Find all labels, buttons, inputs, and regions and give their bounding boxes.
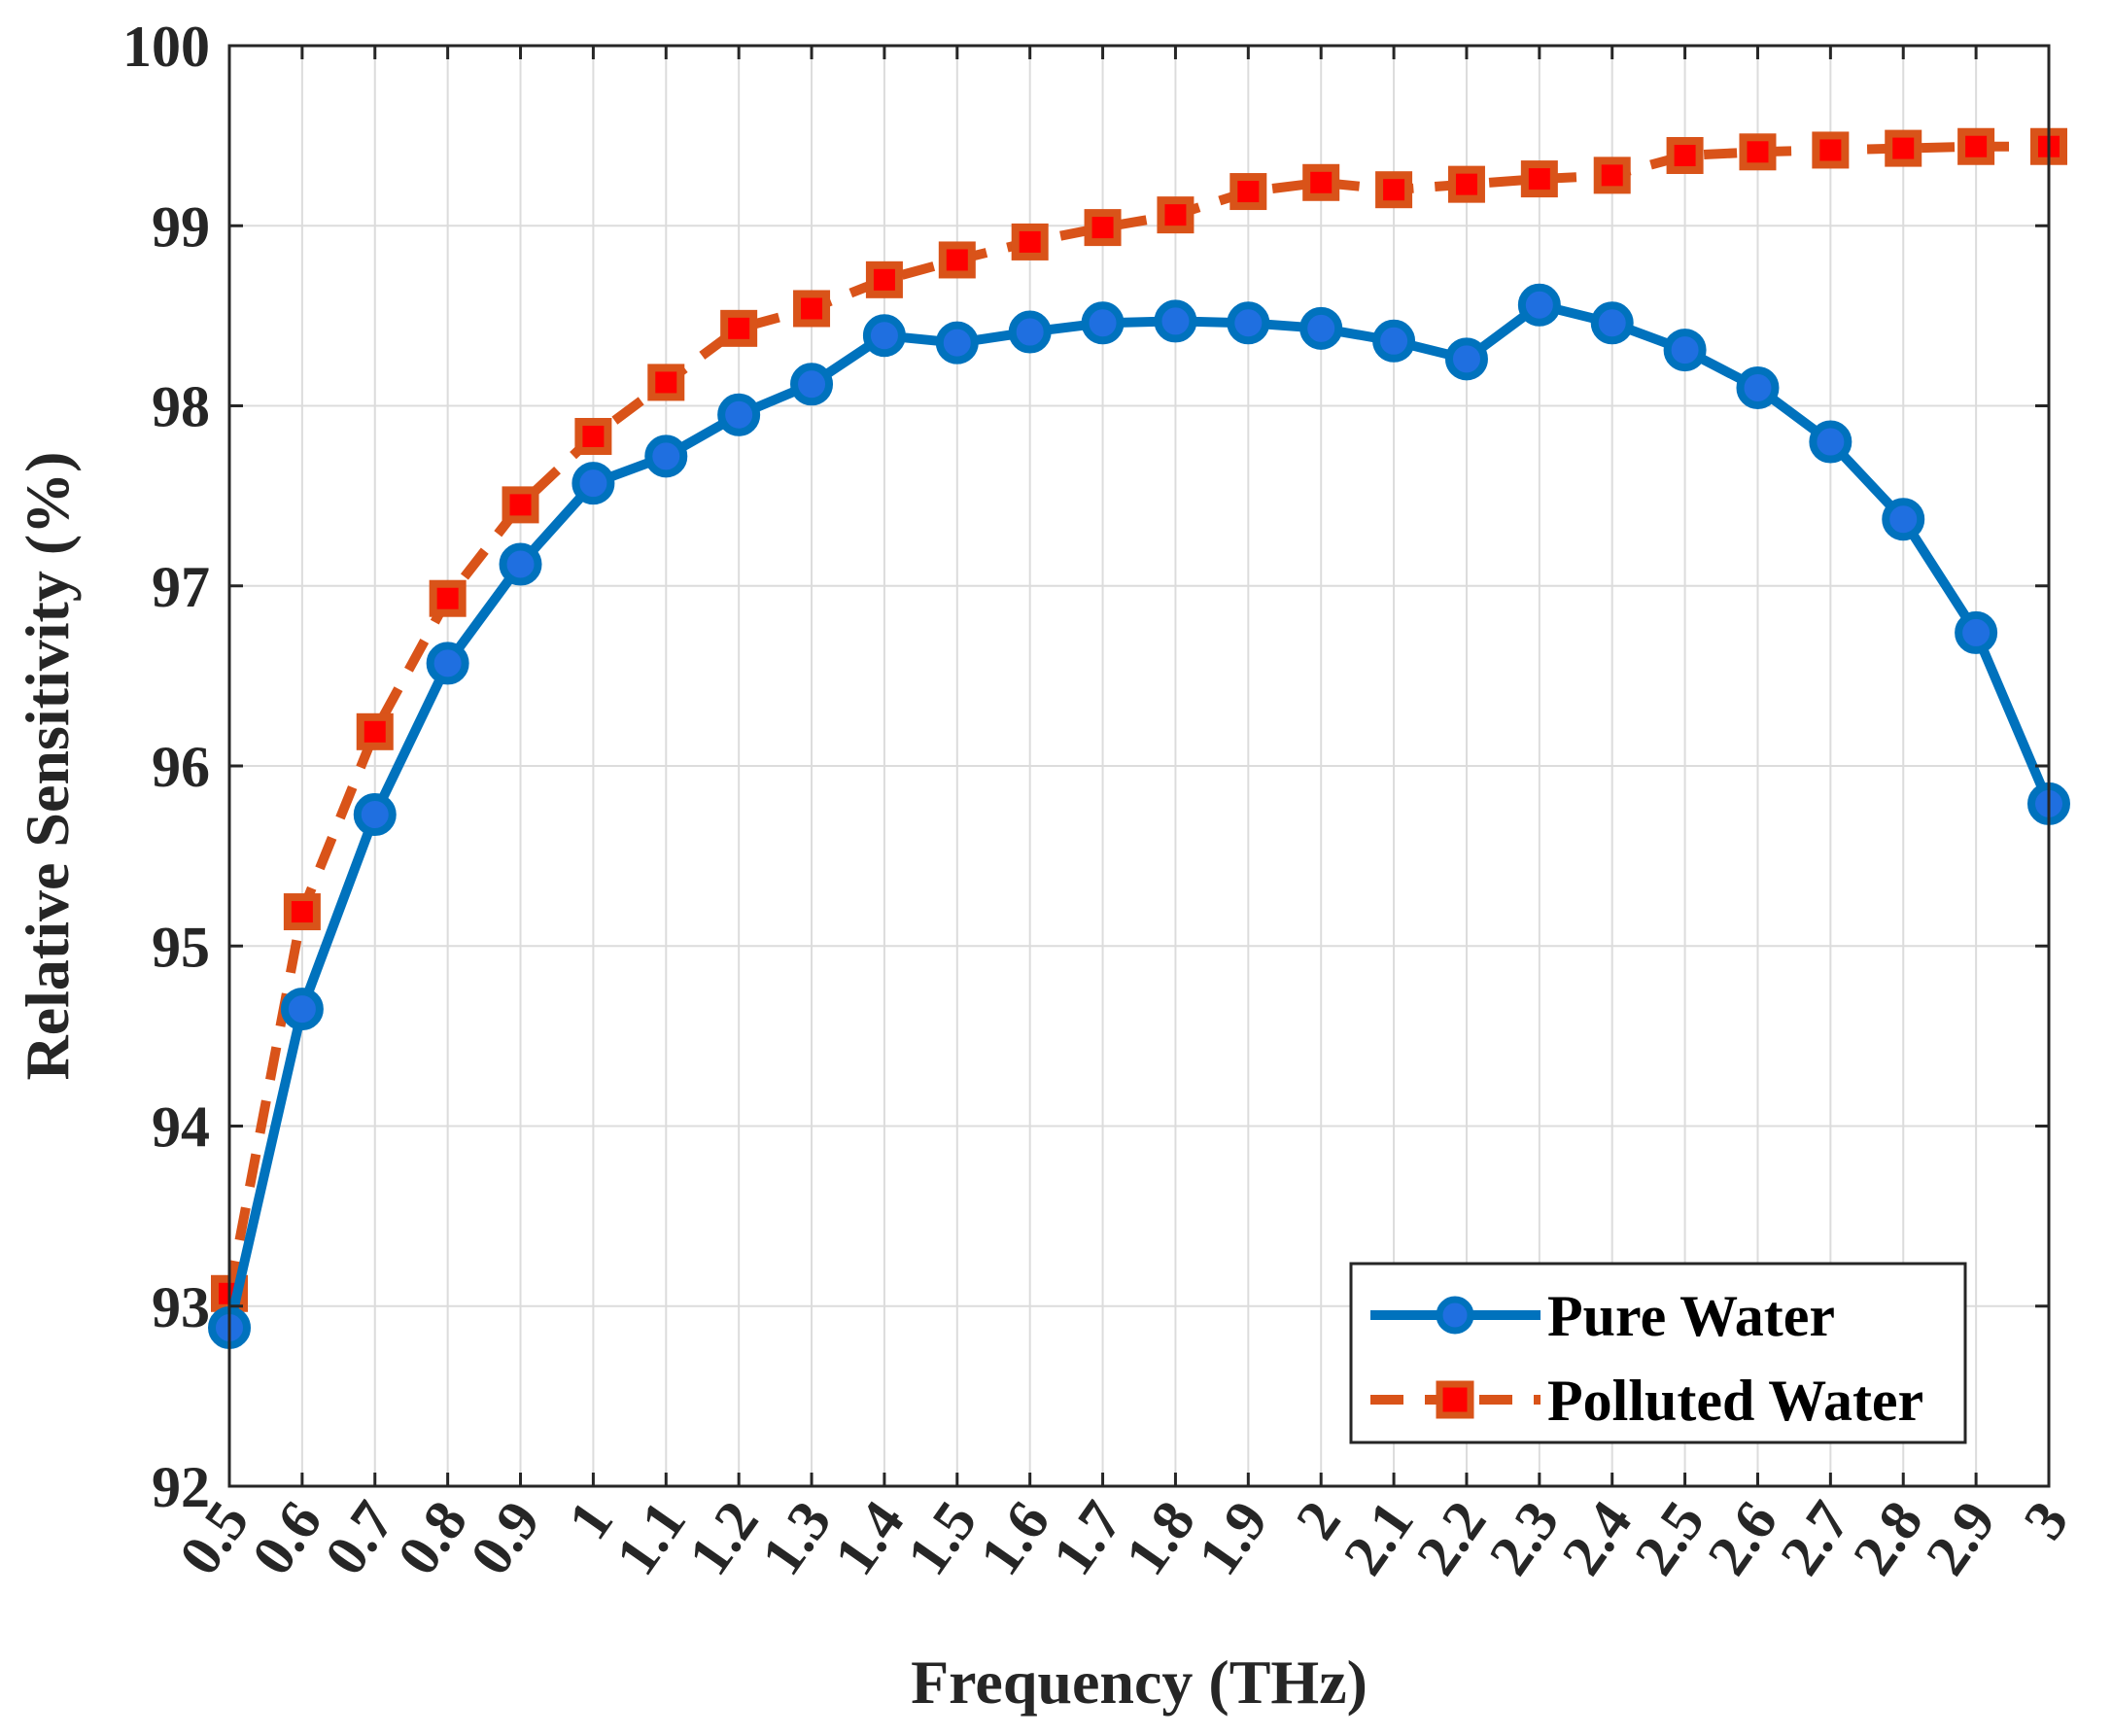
y-tick-label: 93	[152, 1275, 210, 1339]
data-point-polluted-water	[793, 290, 831, 328]
x-tick-label: 2.9	[1914, 1490, 2008, 1586]
data-point-polluted-water	[1666, 137, 1704, 175]
data-point-pure-water	[499, 542, 542, 586]
data-point-polluted-water	[720, 309, 758, 347]
x-tick-label: 1.9	[1186, 1490, 1280, 1586]
data-point-pure-water	[1008, 310, 1052, 354]
data-point-polluted-water	[1375, 171, 1413, 209]
ticks	[227, 44, 2051, 1488]
legend-pure-water-marker	[1436, 1296, 1474, 1335]
data-point-polluted-water	[1229, 173, 1267, 211]
data-point-polluted-water	[356, 712, 394, 750]
data-point-polluted-water	[574, 417, 612, 455]
data-point-pure-water	[1736, 365, 1780, 409]
data-point-pure-water	[1663, 329, 1707, 372]
data-point-pure-water	[1444, 337, 1488, 381]
data-point-pure-water	[1299, 306, 1343, 350]
y-tick-label: 96	[152, 735, 210, 799]
y-tick-label: 95	[152, 915, 210, 979]
legend-polluted-water-marker	[1436, 1380, 1474, 1419]
data-point-polluted-water	[429, 579, 467, 617]
x-tick-label: 0.9	[458, 1490, 552, 1586]
data-point-polluted-water	[647, 364, 685, 401]
legend-pure-water-label: Pure Water	[1547, 1284, 1835, 1348]
data-point-polluted-water	[938, 241, 976, 279]
data-point-pure-water	[644, 434, 688, 478]
data-point-polluted-water	[1739, 133, 1777, 171]
data-point-polluted-water	[1520, 160, 1558, 198]
data-point-polluted-water	[283, 893, 321, 931]
data-point-pure-water	[280, 988, 324, 1031]
data-point-pure-water	[1517, 283, 1561, 327]
data-point-pure-water	[1809, 420, 1852, 464]
data-point-polluted-water	[502, 486, 539, 524]
y-tick-label: 94	[152, 1095, 210, 1160]
data-point-pure-water	[1955, 610, 1998, 654]
data-point-pure-water	[1372, 319, 1416, 363]
data-point-polluted-water	[1885, 129, 1922, 167]
y-tick-label: 100	[122, 15, 210, 79]
data-point-pure-water	[1590, 301, 1634, 345]
data-point-pure-water	[1154, 299, 1197, 343]
data-point-polluted-water	[1593, 156, 1631, 194]
data-point-polluted-water	[865, 260, 903, 298]
y-axis-title: Relative Sensitivity (%)	[13, 452, 82, 1081]
data-point-polluted-water	[1812, 131, 1850, 169]
series-line-polluted-water	[225, 141, 2049, 1295]
data-point-pure-water	[571, 462, 615, 505]
x-tick-label: 3	[2011, 1490, 2080, 1550]
y-tick-label: 99	[152, 194, 210, 259]
data-point-polluted-water	[1302, 163, 1340, 201]
series-pure-water	[208, 283, 2070, 1349]
data-point-pure-water	[790, 363, 834, 406]
y-tick-label: 97	[152, 555, 210, 619]
legend-polluted-water-label: Polluted Water	[1547, 1369, 1923, 1433]
data-point-polluted-water	[1957, 127, 1995, 165]
data-point-polluted-water	[1447, 165, 1485, 203]
x-axis-title: Frequency (THz)	[911, 1648, 1368, 1717]
data-point-pure-water	[717, 393, 761, 436]
data-point-pure-water	[935, 321, 979, 365]
data-point-pure-water	[353, 793, 397, 837]
data-point-pure-water	[1081, 301, 1125, 345]
data-point-polluted-water	[1011, 223, 1049, 260]
y-tick-label: 92	[152, 1455, 210, 1519]
data-point-pure-water	[862, 314, 906, 358]
data-point-pure-water	[1882, 498, 1925, 541]
data-point-polluted-water	[1084, 209, 1122, 247]
data-point-pure-water	[426, 642, 469, 685]
data-point-pure-water	[1227, 301, 1270, 345]
legend: Pure Water Polluted Water	[1349, 1262, 1967, 1444]
data-point-polluted-water	[1157, 196, 1194, 234]
y-tick-label: 98	[152, 375, 210, 439]
